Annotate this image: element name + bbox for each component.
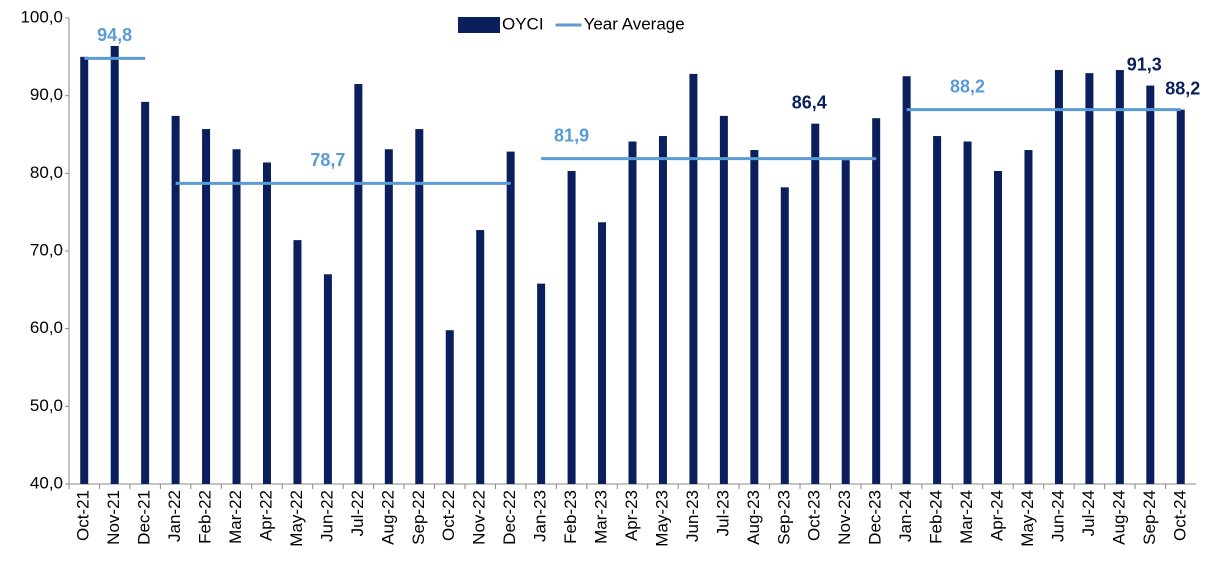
x-tick-label: Nov-22 xyxy=(470,490,489,545)
average-label: 78,7 xyxy=(310,150,345,170)
y-tick-label: 60,0 xyxy=(30,318,63,337)
bar xyxy=(293,240,302,484)
x-tick-label: Sep-24 xyxy=(1140,490,1159,545)
x-tick-label: Dec-23 xyxy=(866,490,885,545)
x-tick-label: Aug-23 xyxy=(744,490,763,545)
bar xyxy=(689,73,698,485)
bar xyxy=(719,115,728,485)
x-tick-label: Jul-24 xyxy=(1079,490,1098,536)
x-tick-label: Nov-21 xyxy=(104,490,123,545)
bar xyxy=(202,129,211,484)
x-tick-label: Jan-23 xyxy=(531,490,550,542)
y-tick-label: 80,0 xyxy=(30,163,63,182)
bar xyxy=(262,162,271,484)
legend-label: Year Average xyxy=(584,14,685,33)
x-tick-label: Feb-24 xyxy=(927,490,946,544)
bar xyxy=(171,115,180,485)
x-tick-label: Jan-22 xyxy=(165,490,184,542)
bar xyxy=(1115,70,1124,484)
x-tick-label: Oct-23 xyxy=(805,490,824,541)
x-tick-label: Sep-23 xyxy=(774,490,793,545)
bar xyxy=(232,149,241,485)
bar xyxy=(537,283,546,484)
bar xyxy=(811,123,820,485)
bar xyxy=(506,151,515,484)
x-tick-label: Oct-21 xyxy=(74,490,93,541)
bar xyxy=(994,171,1003,484)
bar xyxy=(1054,70,1063,484)
x-tick-label: May-22 xyxy=(287,490,306,547)
bar xyxy=(567,171,576,484)
x-tick-label: Aug-22 xyxy=(378,490,397,545)
bar xyxy=(963,141,972,485)
bar xyxy=(658,136,667,484)
x-tick-label: Jan-24 xyxy=(896,490,915,542)
x-tick-label: Aug-24 xyxy=(1109,490,1128,545)
average-label: 94,8 xyxy=(97,25,132,45)
average-label: 81,9 xyxy=(554,125,589,145)
y-tick-label: 100,0 xyxy=(20,7,63,26)
x-tick-label: Jul-23 xyxy=(713,490,732,536)
x-tick-label: Mar-22 xyxy=(226,490,245,544)
bar xyxy=(384,149,393,485)
bar xyxy=(1176,109,1185,484)
x-tick-label: Mar-23 xyxy=(592,490,611,544)
x-tick-label: Jul-22 xyxy=(348,490,367,536)
bar xyxy=(933,136,942,484)
bar xyxy=(872,118,881,484)
data-label: 91,3 xyxy=(1127,54,1162,74)
bar xyxy=(628,141,637,485)
x-tick-label: Sep-22 xyxy=(409,490,428,545)
x-tick-label: Dec-22 xyxy=(500,490,519,545)
x-tick-label: Jun-23 xyxy=(683,490,702,542)
x-tick-label: Jun-22 xyxy=(317,490,336,542)
x-tick-label: Apr-23 xyxy=(622,490,641,541)
x-tick-label: May-24 xyxy=(1018,490,1037,547)
x-tick-label: Mar-24 xyxy=(957,490,976,544)
bar xyxy=(110,45,119,485)
y-tick-label: 90,0 xyxy=(30,85,63,104)
x-tick-label: Feb-22 xyxy=(196,490,215,544)
bar xyxy=(141,101,150,484)
bar xyxy=(902,76,911,484)
average-label: 88,2 xyxy=(950,76,985,96)
y-tick-label: 50,0 xyxy=(30,396,63,415)
bar xyxy=(323,274,332,484)
y-tick-label: 40,0 xyxy=(30,473,63,492)
bar xyxy=(598,222,607,484)
x-tick-label: May-23 xyxy=(652,490,671,547)
x-tick-label: Dec-21 xyxy=(135,490,154,545)
legend-label: OYCI xyxy=(502,14,544,33)
bar xyxy=(80,56,89,484)
x-tick-label: Oct-24 xyxy=(1170,490,1189,541)
x-tick-label: Apr-22 xyxy=(256,490,275,541)
x-tick-label: Oct-22 xyxy=(439,490,458,541)
x-tick-label: Apr-24 xyxy=(987,490,1006,541)
data-label: 88,2 xyxy=(1165,78,1200,98)
bar xyxy=(476,230,485,484)
y-tick-label: 70,0 xyxy=(30,240,63,259)
x-tick-label: Nov-23 xyxy=(835,490,854,545)
data-label: 86,4 xyxy=(792,92,827,112)
x-tick-label: Feb-23 xyxy=(561,490,580,544)
bar xyxy=(841,160,850,484)
bar xyxy=(415,129,424,484)
bar xyxy=(1146,85,1155,484)
bar xyxy=(780,187,789,484)
bar xyxy=(1085,73,1094,484)
bar xyxy=(1024,150,1033,485)
bar xyxy=(750,150,759,485)
bar xyxy=(445,330,454,484)
bar xyxy=(354,84,363,485)
legend-swatch xyxy=(458,17,500,33)
x-tick-label: Jun-24 xyxy=(1048,490,1067,542)
